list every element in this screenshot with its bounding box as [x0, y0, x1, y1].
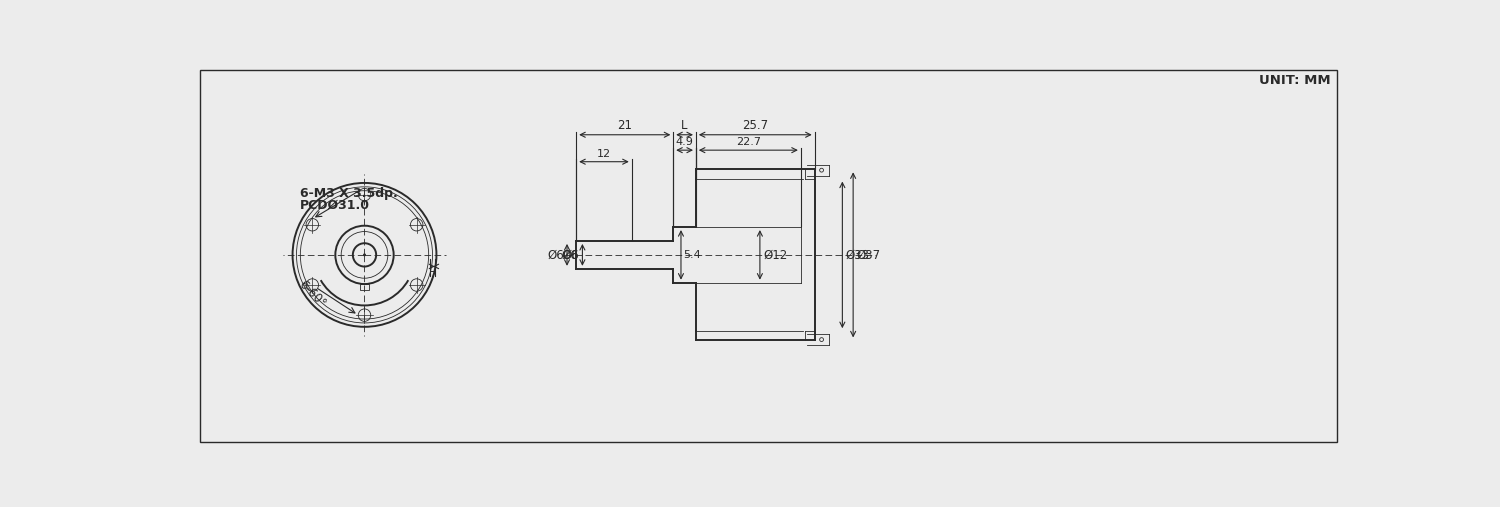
Text: 4.9: 4.9: [675, 137, 693, 147]
Text: UNIT: MM: UNIT: MM: [1258, 74, 1330, 87]
Circle shape: [363, 254, 366, 256]
Text: Ø6: Ø6: [562, 248, 579, 262]
Text: Ø6: Ø6: [548, 248, 564, 262]
Text: 5.4: 5.4: [684, 250, 700, 260]
Text: L: L: [681, 119, 688, 132]
Text: Ø12: Ø12: [764, 248, 788, 262]
Text: Ø33: Ø33: [846, 248, 870, 262]
Text: Ø37: Ø37: [856, 248, 880, 262]
Text: 25.7: 25.7: [742, 119, 768, 132]
Text: 7: 7: [429, 270, 436, 283]
Text: PCDØ31.0: PCDØ31.0: [300, 198, 370, 211]
Text: Ø6: Ø6: [562, 248, 579, 262]
Text: 6-60°: 6-60°: [297, 278, 328, 311]
Text: 22.7: 22.7: [736, 137, 760, 147]
Text: 21: 21: [618, 119, 633, 132]
Text: 6-M3 X 3.5dp.: 6-M3 X 3.5dp.: [300, 187, 398, 200]
Text: 12: 12: [597, 149, 610, 159]
